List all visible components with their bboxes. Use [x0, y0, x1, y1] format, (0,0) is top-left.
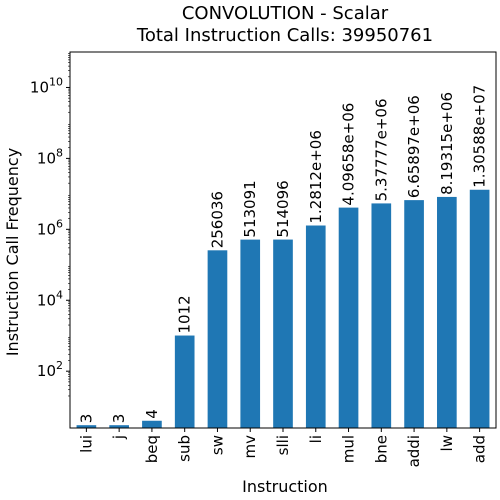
bar-value-label-li: 1.2812e+06 [307, 130, 325, 223]
bar-j [109, 425, 129, 428]
bar-li [305, 225, 326, 428]
x-axis-ticks: lui j beq sub sw mv slli li mul bne addi lw add [77, 428, 489, 467]
bars-group [76, 189, 490, 428]
bar-lui [76, 425, 97, 428]
bar-value-label-slli: 514096 [274, 180, 292, 237]
bar-value-label-add: 1.30588e+07 [471, 85, 489, 188]
x-tick-label-j: j [110, 435, 128, 440]
bar-labels-group: 3 3 4 1012 256036 513091 514096 1.2812e+06 4.096… [77, 85, 488, 423]
x-tick-label-mul: mul [340, 435, 358, 463]
chart-title: CONVOLUTION - Scalar [182, 3, 389, 24]
x-tick-label-add: add [471, 435, 489, 463]
bar-lw [437, 196, 457, 428]
bar-value-label-beq: 4 [143, 409, 161, 419]
bar-slli [273, 239, 293, 428]
x-tick-label-addi: addi [405, 435, 423, 467]
chart-subtitle: Total Instruction Calls: 39950761 [136, 25, 433, 46]
bar-bne [371, 203, 392, 428]
bar-value-label-addi: 6.65897e+06 [405, 95, 423, 198]
bar-value-label-bne: 5.37777e+06 [372, 98, 390, 201]
bar-value-label-j: 3 [110, 414, 128, 424]
y-axis-label: Instruction Call Frequency [3, 148, 22, 356]
x-tick-label-slli: slli [274, 435, 292, 455]
y-tick-label: 108 [37, 146, 63, 167]
x-tick-label-lui: lui [77, 435, 95, 453]
y-axis-ticks: 102 104 106 108 1010 [30, 53, 70, 397]
bar-value-label-lui: 3 [77, 414, 95, 424]
y-tick-label: 104 [37, 288, 63, 309]
bar-value-label-sub: 1012 [176, 295, 194, 333]
x-axis-label: Instruction [242, 477, 328, 496]
x-tick-label-sw: sw [208, 435, 226, 455]
x-tick-label-bne: bne [372, 435, 390, 463]
bar-beq [142, 420, 162, 428]
bar-value-label-lw: 8.19315e+06 [438, 92, 456, 195]
x-tick-label-beq: beq [143, 435, 161, 463]
bar-value-label-sw: 256036 [208, 191, 226, 248]
y-tick-label: 106 [37, 217, 63, 238]
bar-mul [338, 207, 359, 428]
bar-addi [404, 200, 424, 428]
x-tick-label-sub: sub [176, 435, 194, 462]
bar-sw [207, 250, 228, 428]
x-tick-label-li: li [307, 435, 325, 443]
y-tick-label: 1010 [30, 75, 63, 96]
x-tick-label-lw: lw [438, 435, 456, 451]
bar-value-label-mv: 513091 [241, 180, 259, 237]
x-tick-label-mv: mv [241, 435, 259, 459]
bar-value-label-mul: 4.09658e+06 [340, 103, 358, 206]
plot-frame [69, 51, 497, 429]
bar-add [469, 189, 490, 428]
y-tick-label: 102 [37, 359, 63, 380]
bar-mv [240, 239, 261, 428]
bar-sub [174, 335, 195, 428]
